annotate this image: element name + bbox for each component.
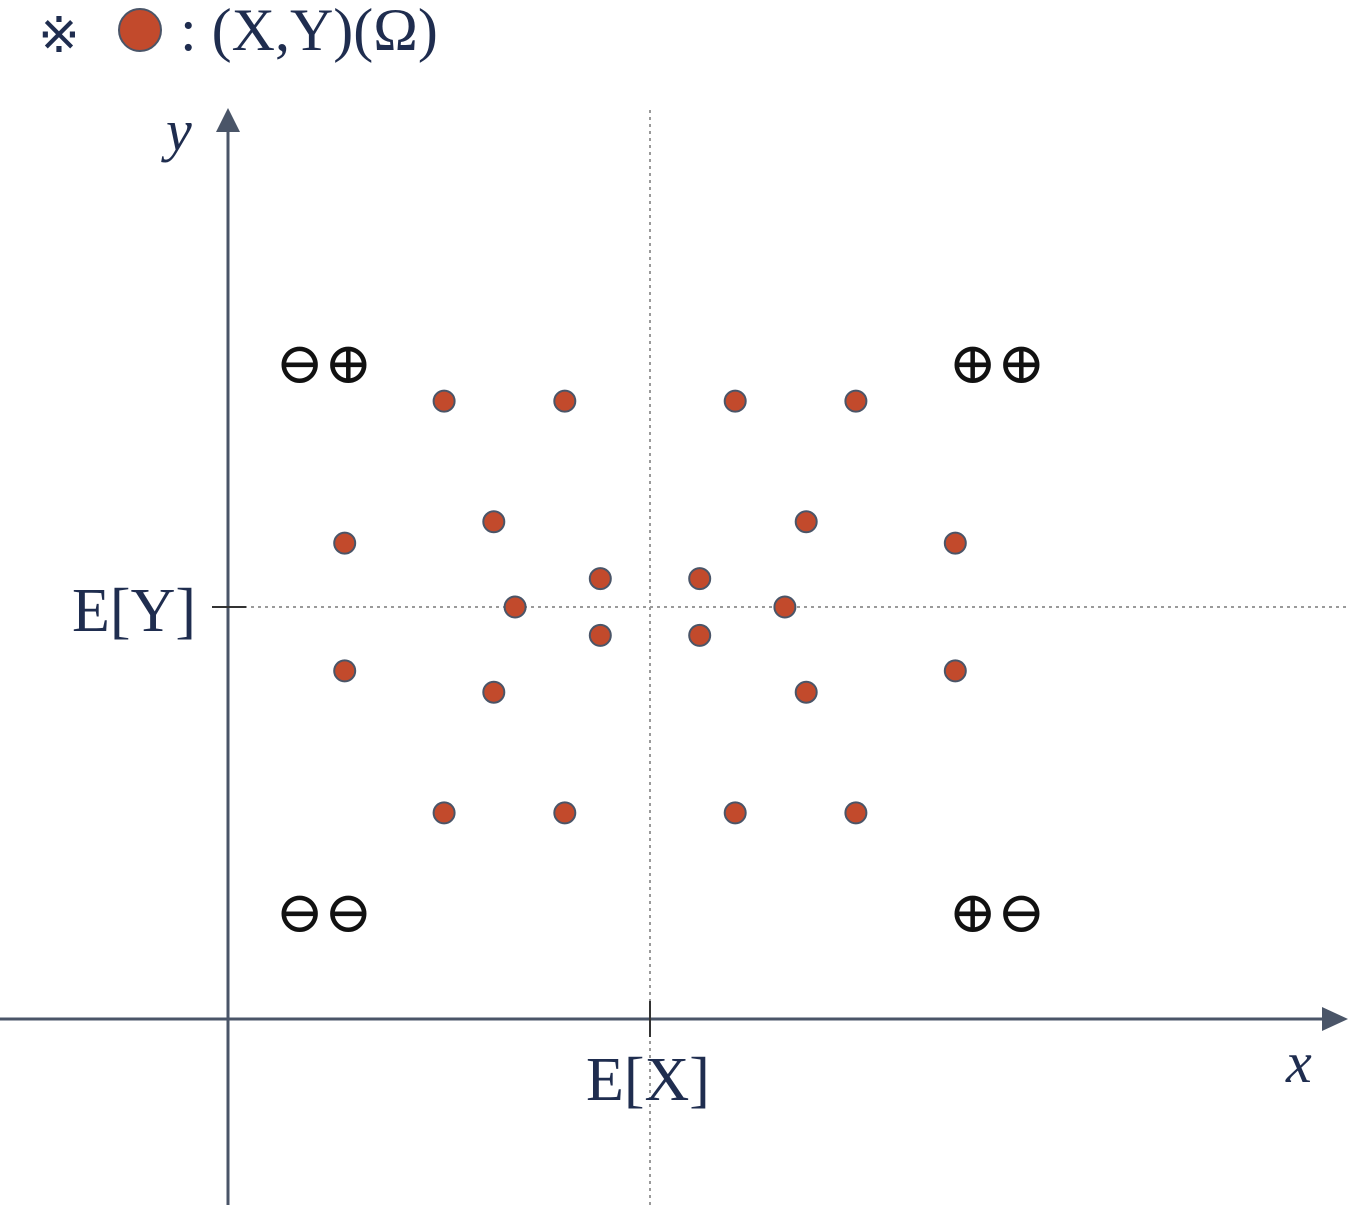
data-point-1	[432, 389, 456, 413]
mean-y-label: E[Y]	[72, 577, 196, 645]
data-point-18	[943, 659, 967, 683]
legend: ※ : (X,Y)(Ω)	[38, 0, 438, 63]
quadrant-sign-upper-right: ⊕⊕	[948, 331, 1045, 396]
data-point-20	[553, 801, 577, 825]
data-point-12	[773, 595, 797, 619]
data-point-7	[794, 510, 818, 534]
data-point-13	[588, 623, 612, 647]
x-axis-label: x	[1285, 1030, 1312, 1095]
data-point-16	[482, 680, 506, 704]
data-point-3	[723, 389, 747, 413]
data-point-2	[553, 389, 577, 413]
data-point-14	[688, 623, 712, 647]
data-point-17	[794, 680, 818, 704]
y-axis-label: y	[161, 98, 192, 163]
data-point-21	[723, 801, 747, 825]
mean-x-label: E[X]	[586, 1046, 710, 1114]
data-point-11	[503, 595, 527, 619]
legend-description: : (X,Y)(Ω)	[180, 0, 438, 63]
data-point-19	[432, 801, 456, 825]
legend-point-icon	[118, 8, 162, 52]
data-point-15	[333, 659, 357, 683]
y-axis	[216, 108, 240, 1205]
quadrant-sign-lower-left: ⊖⊖	[275, 880, 372, 945]
data-point-8	[943, 531, 967, 555]
quadrant-sign-lower-right: ⊕⊖	[948, 880, 1045, 945]
data-point-5	[333, 531, 357, 555]
data-point-9	[588, 567, 612, 591]
data-point-4	[844, 389, 868, 413]
x-axis	[0, 1007, 1348, 1031]
data-points	[333, 389, 967, 825]
legend-note-symbol: ※	[38, 7, 80, 63]
data-point-6	[482, 510, 506, 534]
data-point-22	[844, 801, 868, 825]
quadrant-sign-upper-left: ⊖⊕	[275, 331, 372, 396]
data-point-10	[688, 567, 712, 591]
x-axis-arrow-icon	[1322, 1007, 1348, 1031]
y-axis-arrow-icon	[216, 108, 240, 132]
